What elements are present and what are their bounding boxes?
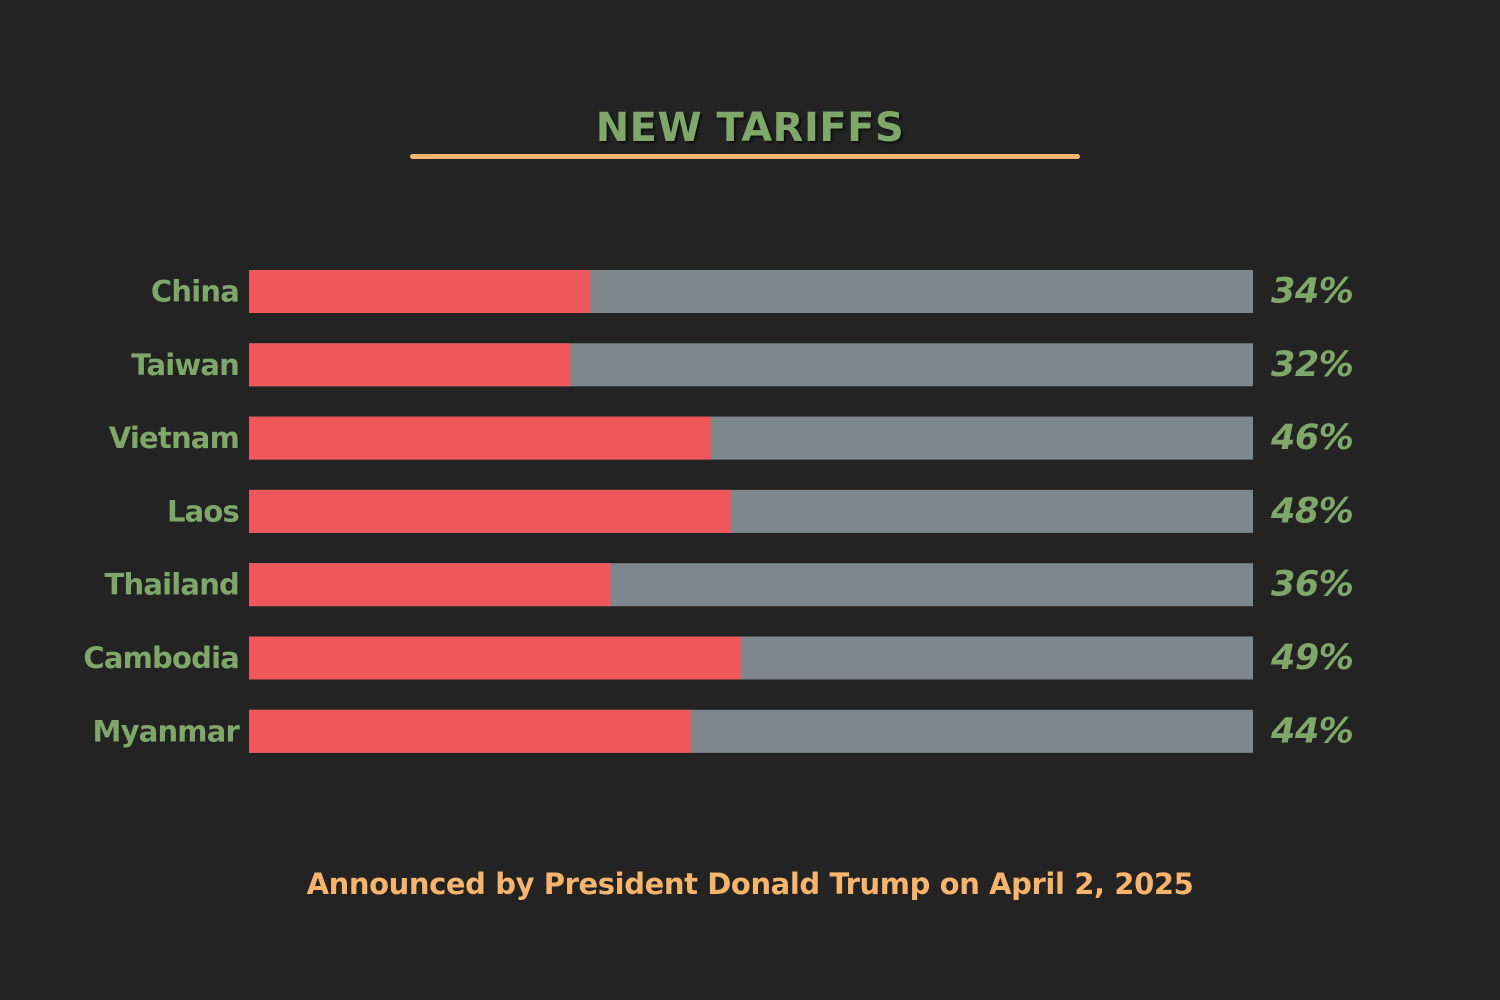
bar [249, 343, 571, 387]
value-label: 44% [1270, 711, 1353, 751]
chart-footnote: Announced by President Donald Trump on A… [306, 867, 1194, 901]
category-label: Laos [167, 494, 239, 528]
bar-row: Taiwan 32% [131, 343, 1354, 387]
bar-row: Cambodia 49% [83, 636, 1354, 680]
category-label: Cambodia [83, 641, 239, 675]
bar-row: Thailand 36% [105, 563, 1354, 607]
value-label: 48% [1270, 491, 1353, 531]
bar-row: Myanmar 44% [93, 709, 1354, 753]
category-label: China [151, 275, 239, 309]
bar [249, 489, 731, 533]
bar [249, 270, 591, 313]
bar-row: China 34% [151, 270, 1354, 313]
bar-row: Vietnam 46% [109, 416, 1354, 460]
value-label: 34% [1271, 272, 1353, 312]
title-underline [410, 154, 1080, 159]
category-label: Vietnam [109, 421, 239, 455]
bar [249, 709, 691, 753]
category-label: Thailand [105, 568, 239, 602]
value-label: 32% [1271, 345, 1353, 385]
value-label: 36% [1271, 565, 1353, 605]
chart-title: NEW TARIFFS [595, 105, 905, 151]
category-label: Taiwan [131, 348, 239, 382]
bar [249, 563, 611, 607]
bar [249, 636, 741, 680]
value-label: 49% [1270, 638, 1353, 678]
value-label: 46% [1270, 418, 1353, 458]
bar [249, 416, 711, 460]
category-label: Myanmar [93, 714, 241, 748]
bar-row: Laos 48% [167, 489, 1354, 533]
